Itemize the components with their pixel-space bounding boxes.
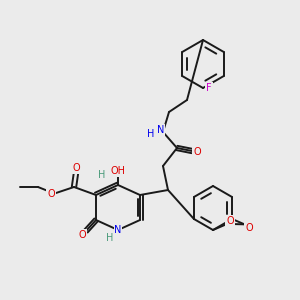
Text: O: O bbox=[78, 230, 86, 240]
Text: O: O bbox=[193, 147, 201, 157]
Text: H: H bbox=[147, 129, 155, 139]
Text: H: H bbox=[98, 170, 106, 180]
Text: O: O bbox=[72, 163, 80, 173]
Text: O: O bbox=[226, 216, 234, 226]
Text: N: N bbox=[114, 225, 122, 235]
Text: OH: OH bbox=[110, 166, 125, 176]
Text: F: F bbox=[206, 83, 212, 93]
Text: O: O bbox=[245, 223, 253, 233]
Text: N: N bbox=[157, 125, 165, 135]
Text: O: O bbox=[47, 189, 55, 199]
Text: H: H bbox=[106, 233, 114, 243]
